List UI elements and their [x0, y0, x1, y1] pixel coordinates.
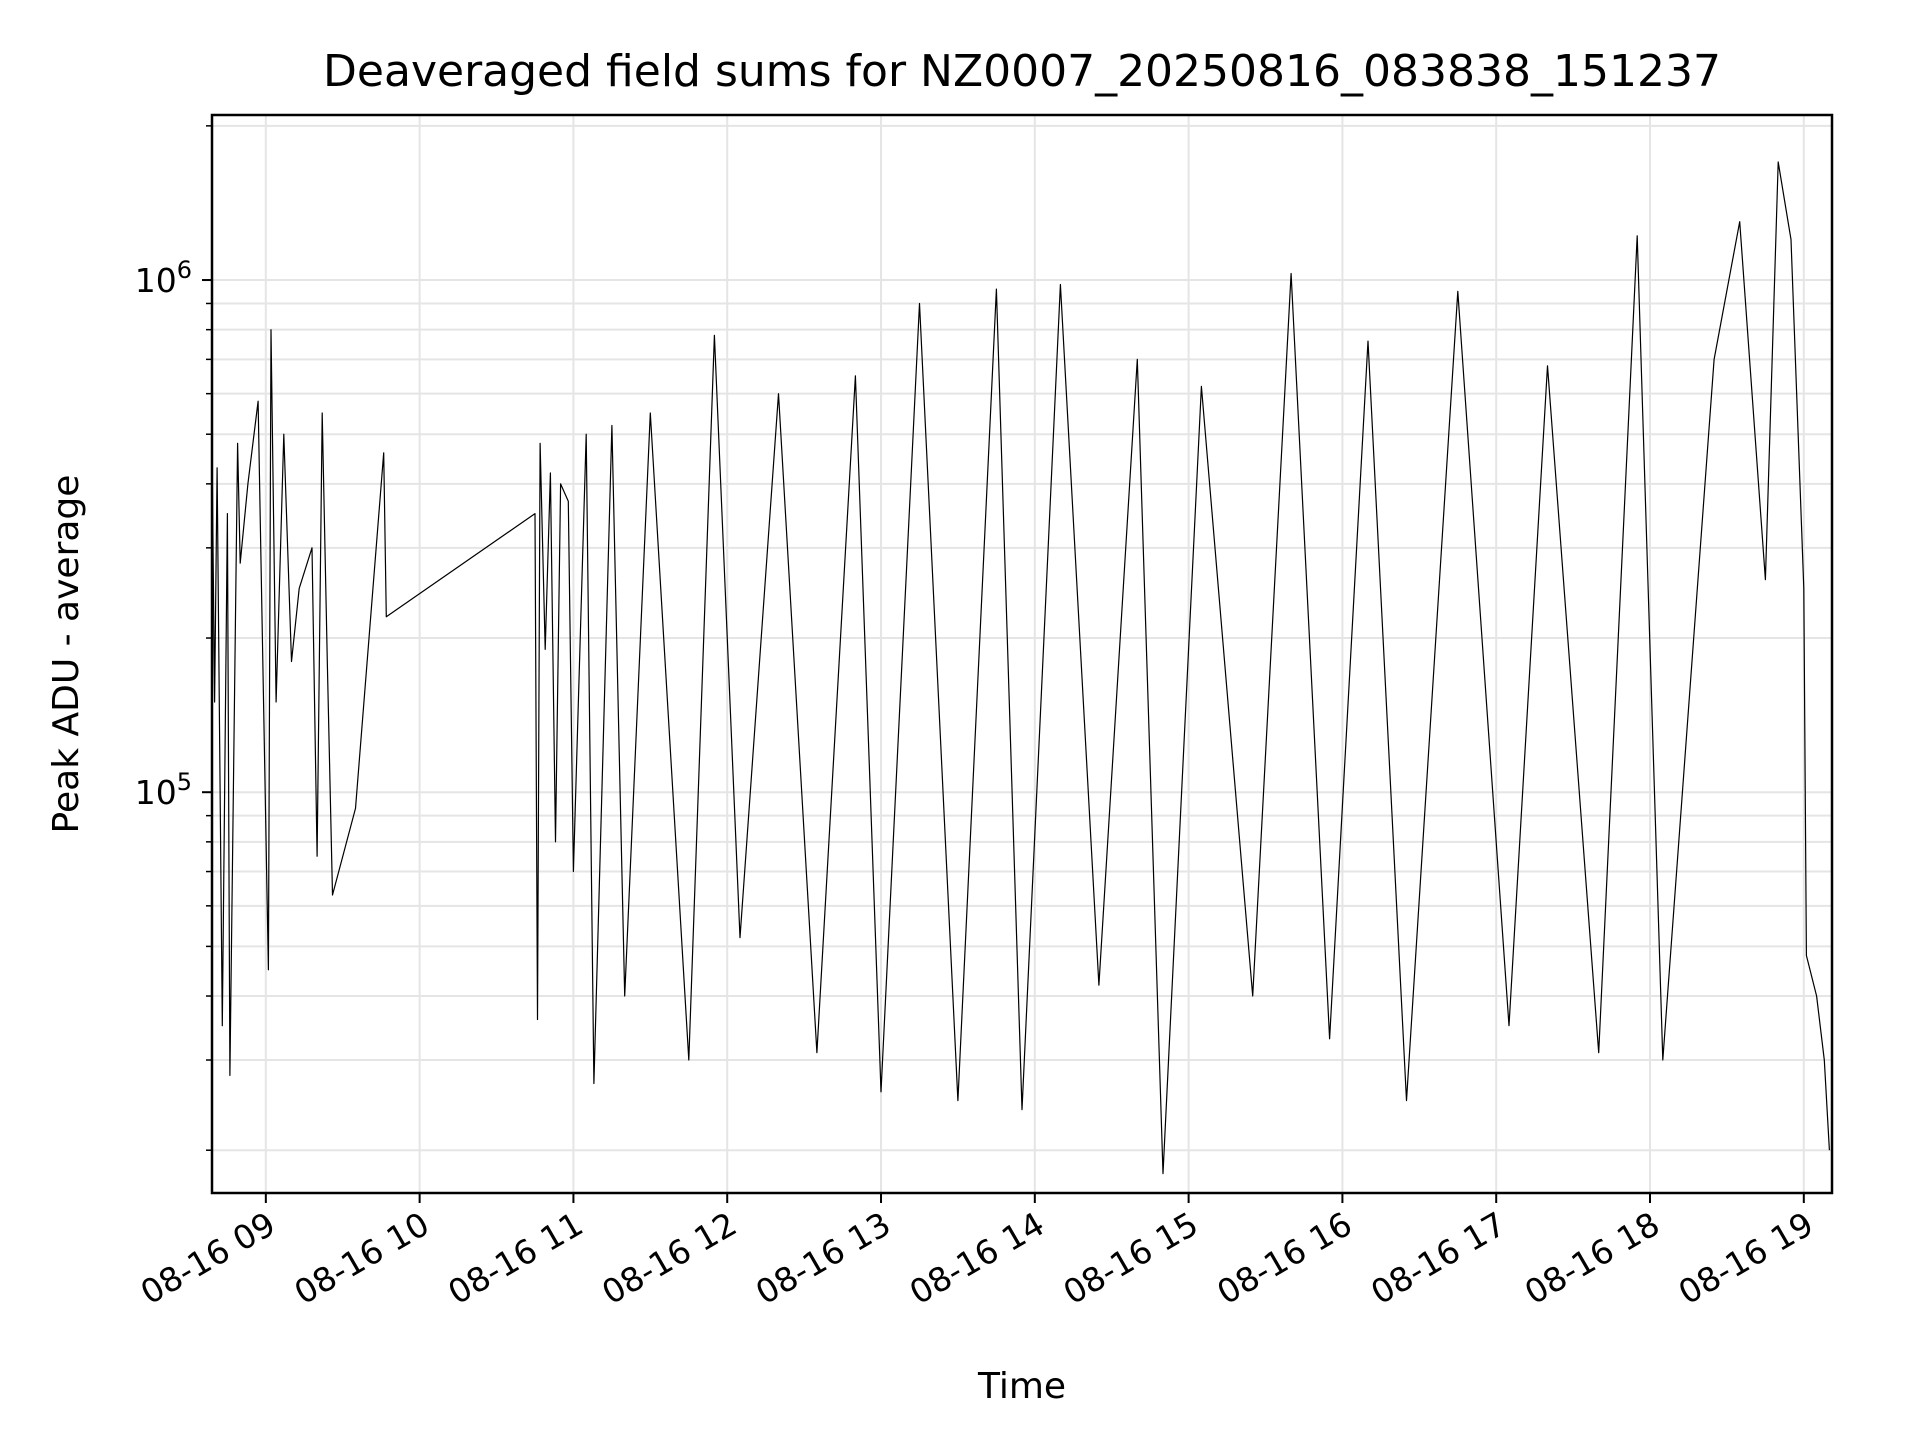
x-tick-label: 08-16 17: [1364, 1204, 1512, 1312]
y-axis-title: Peak ADU - average: [46, 475, 87, 834]
x-tick-label: 08-16 13: [749, 1204, 897, 1312]
x-tick-label: 08-16 09: [134, 1204, 282, 1312]
x-tick-label: 08-16 15: [1057, 1204, 1205, 1312]
x-tick-label: 08-16 14: [903, 1204, 1051, 1312]
plot-frame: [210, 113, 1834, 1195]
chart-title: Deaveraged field sums for NZ0007_2025081…: [323, 46, 1721, 97]
x-tick-label: 08-16 18: [1518, 1204, 1666, 1312]
x-axis-title: Time: [977, 1366, 1066, 1407]
grid-layer: [212, 115, 1832, 1193]
y-tick-label: 106: [135, 256, 192, 300]
x-tick-label: 08-16 11: [441, 1204, 589, 1312]
y-tick-label: 105: [135, 768, 192, 812]
data-layer: [211, 161, 1830, 1175]
x-tick-label: 08-16 19: [1672, 1204, 1820, 1312]
x-tick-label: 08-16 12: [595, 1204, 743, 1312]
x-tick-label: 08-16 16: [1210, 1204, 1358, 1312]
series-line: [211, 161, 1830, 1175]
x-tick-label: 08-16 10: [288, 1204, 436, 1312]
